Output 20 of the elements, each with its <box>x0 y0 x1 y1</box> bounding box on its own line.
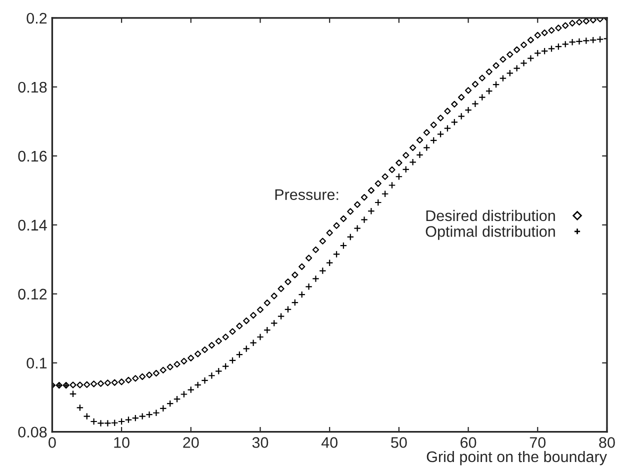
x-tick-label: 10 <box>114 437 130 448</box>
x-axis-title: Grid point on the boundary <box>426 450 607 466</box>
x-tick-label: 80 <box>599 437 615 448</box>
x-tick-label: 60 <box>460 437 476 448</box>
legend-label: Desired distribution <box>426 210 555 222</box>
x-tick-label: 20 <box>183 437 199 448</box>
y-tick-label: 0.1 <box>26 358 47 369</box>
x-tick-label: 40 <box>321 437 338 448</box>
y-tick-label: 0.2 <box>26 12 47 24</box>
y-tick-label: 0.08 <box>18 426 47 438</box>
y-tick-label: 0.14 <box>18 220 47 231</box>
legend-label: Optimal distribution <box>426 226 555 240</box>
x-tick-label: 0 <box>48 437 56 448</box>
x-tick-label: 50 <box>391 437 407 448</box>
legend-title: Pressure: <box>275 189 338 200</box>
y-tick-label: 0.18 <box>18 82 47 93</box>
x-tick-label: 30 <box>252 437 268 448</box>
y-tick-label: 0.16 <box>18 150 47 162</box>
y-tick-label: 0.12 <box>18 288 47 300</box>
x-tick-label: 70 <box>530 437 546 448</box>
